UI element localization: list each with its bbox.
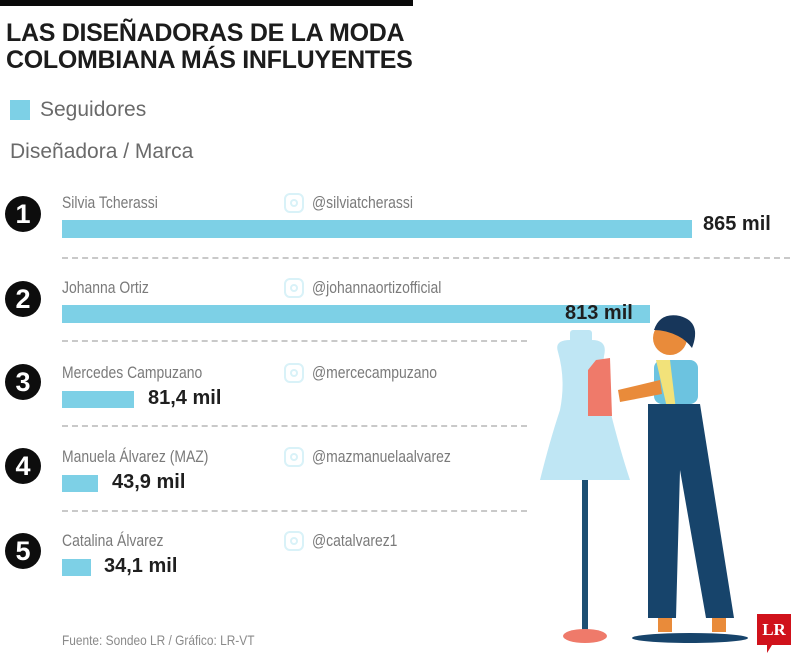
- legend-label: Seguidores: [40, 98, 147, 121]
- rank-badge: 3: [5, 364, 41, 400]
- designer-illustration: [540, 315, 748, 643]
- instagram-handle: @silviatcherassi: [284, 193, 435, 213]
- instagram-handle: @mazmanuelaalvarez: [284, 447, 481, 467]
- bar-5: [62, 559, 91, 576]
- rank-badge: 2: [5, 281, 41, 317]
- instagram-icon: [284, 531, 304, 551]
- dashed-separator: [62, 510, 527, 512]
- value-label: 34,1 mil: [104, 555, 178, 577]
- instagram-icon: [284, 193, 304, 213]
- rank-badge: 4: [5, 448, 41, 484]
- value-label: 865 mil: [703, 213, 771, 235]
- handle-text: @catalvarez1: [312, 531, 398, 550]
- category-axis-label: Diseñadora / Marca: [10, 140, 194, 163]
- designer-name: Catalina Álvarez: [62, 531, 164, 550]
- top-rule: [0, 0, 413, 6]
- instagram-handle: @catalvarez1: [284, 531, 416, 551]
- instagram-icon: [284, 278, 304, 298]
- dashed-separator: [62, 340, 527, 342]
- bar-4: [62, 475, 98, 492]
- instagram-icon: [284, 447, 304, 467]
- bar-3: [62, 391, 134, 408]
- legend: Seguidores: [10, 98, 146, 122]
- value-label: 81,4 mil: [148, 387, 222, 409]
- title-line-1: LAS DISEÑADORAS DE LA MODA: [6, 19, 405, 47]
- dashed-separator: [62, 425, 527, 427]
- designer-name: Manuela Álvarez (MAZ): [62, 447, 209, 466]
- legend-swatch: [10, 100, 30, 120]
- handle-text: @johannaortizofficial: [312, 278, 442, 297]
- bar-2: [62, 305, 650, 323]
- source-note: Fuente: Sondeo LR / Gráfico: LR-VT: [62, 632, 255, 648]
- value-label: 813 mil: [565, 302, 633, 324]
- title-line-2: COLOMBIANA MÁS INFLUYENTES: [6, 46, 413, 74]
- value-label: 43,9 mil: [112, 471, 186, 493]
- designer-name: Johanna Ortiz: [62, 278, 149, 297]
- rank-badge: 1: [5, 196, 41, 232]
- rank-badge: 5: [5, 533, 41, 569]
- bar-1: [62, 220, 692, 238]
- lr-logo: LR: [757, 614, 791, 653]
- designer-name: Silvia Tcherassi: [62, 193, 158, 212]
- instagram-icon: [284, 363, 304, 383]
- chart-title: LAS DISEÑADORAS DE LA MODA COLOMBIANA MÁ…: [6, 20, 413, 74]
- handle-text: @mazmanuelaalvarez: [312, 447, 451, 466]
- dashed-separator: [62, 257, 790, 259]
- designer-name: Mercedes Campuzano: [62, 363, 203, 382]
- handle-text: @mercecampuzano: [312, 363, 437, 382]
- handle-text: @silviatcherassi: [312, 193, 413, 212]
- instagram-handle: @mercecampuzano: [284, 363, 464, 383]
- instagram-handle: @johannaortizofficial: [284, 278, 470, 298]
